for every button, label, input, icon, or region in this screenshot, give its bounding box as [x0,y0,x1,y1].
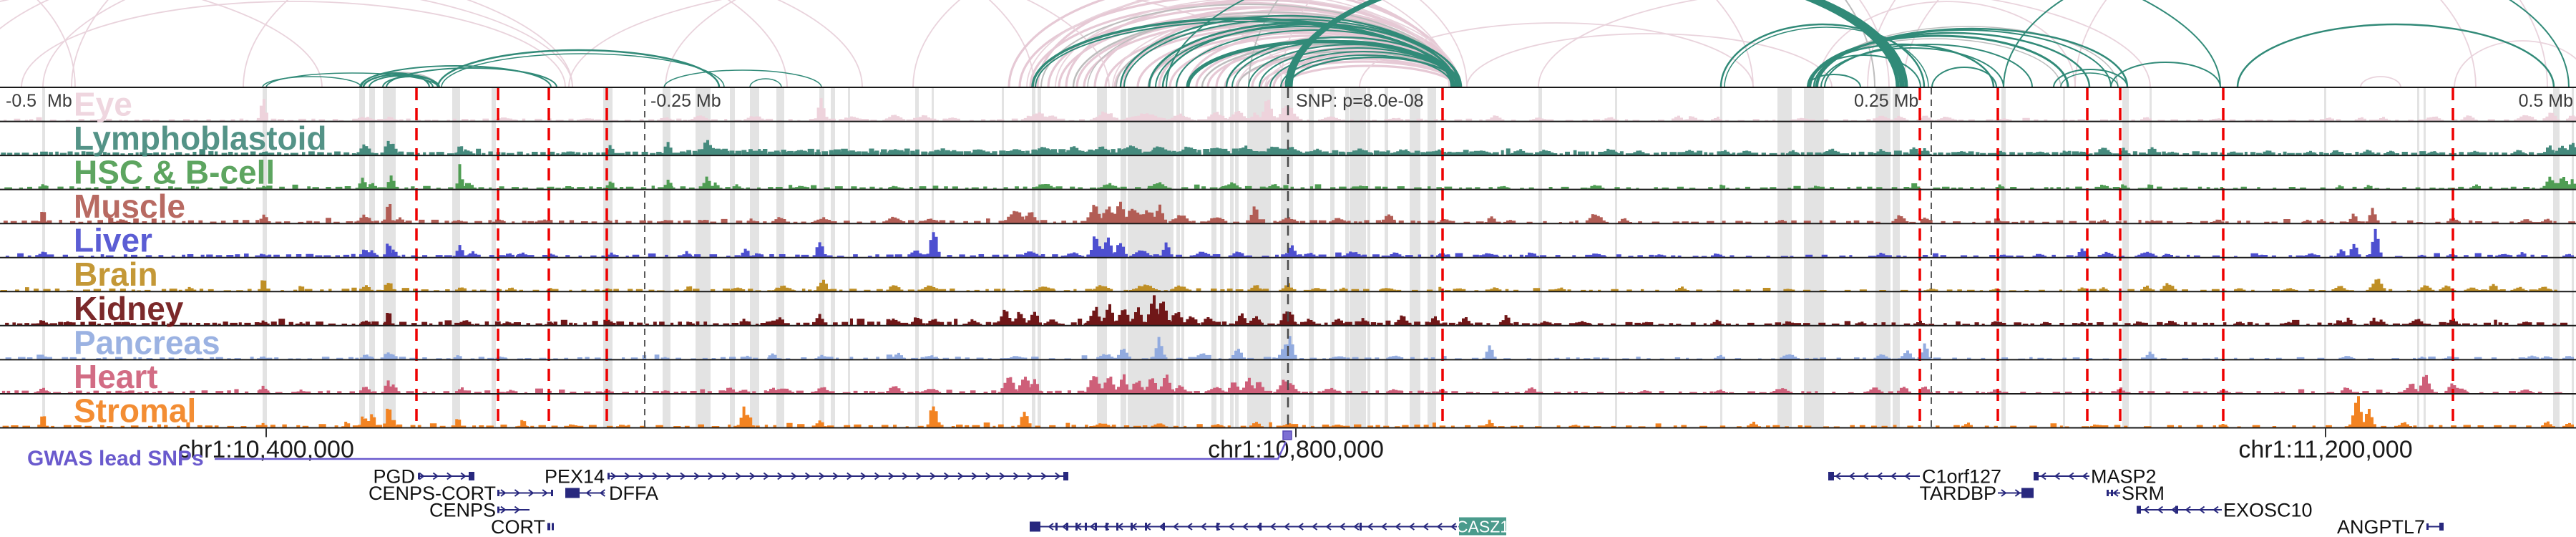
svg-text:HSC & B-cell: HSC & B-cell [74,154,275,191]
svg-text:SNP: p=8.0e-08: SNP: p=8.0e-08 [1296,91,1424,111]
svg-text:chr1:11,200,000: chr1:11,200,000 [2238,436,2412,463]
svg-text:Eye: Eye [74,86,132,123]
svg-text:Liver: Liver [74,222,152,259]
svg-text:MASP2: MASP2 [2091,466,2157,488]
svg-text:-0.25 Mb: -0.25 Mb [650,91,721,111]
svg-text:0.25 Mb: 0.25 Mb [1854,91,1918,111]
svg-text:GWAS lead SNPs: GWAS lead SNPs [27,447,204,470]
svg-text:CENPS: CENPS [429,500,496,521]
svg-text:-0.5: -0.5 [6,91,36,111]
svg-text:CENPS-CORT: CENPS-CORT [369,483,496,504]
svg-text:Heart: Heart [74,358,158,395]
svg-text:Muscle: Muscle [74,188,185,225]
svg-text:EXOSC10: EXOSC10 [2223,500,2313,521]
svg-text:PGD: PGD [373,466,415,488]
svg-text:CASZ1: CASZ1 [1456,518,1509,536]
svg-text:Lymphoblastoid: Lymphoblastoid [74,120,327,157]
svg-text:C1orf127: C1orf127 [1922,466,2001,488]
svg-text:Mb: Mb [47,91,72,111]
svg-text:0.5 Mb: 0.5 Mb [2519,91,2573,111]
svg-text:PEX14: PEX14 [545,466,605,488]
svg-text:CORT: CORT [491,516,545,537]
svg-text:DFFA: DFFA [609,483,658,504]
svg-text:SRM: SRM [2122,483,2165,504]
svg-text:ANGPTL7: ANGPTL7 [2337,516,2425,537]
svg-text:Stromal: Stromal [74,392,196,430]
svg-text:TARDBP: TARDBP [1919,483,1996,504]
svg-text:Pancreas: Pancreas [74,324,220,361]
svg-text:Kidney: Kidney [74,290,184,327]
svg-text:Brain: Brain [74,256,158,293]
